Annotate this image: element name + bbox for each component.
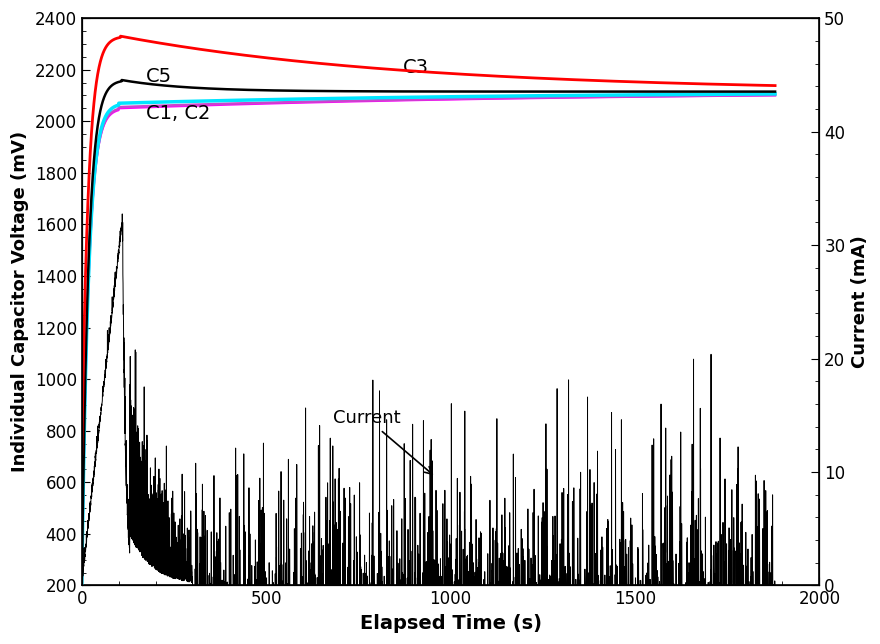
Text: C1, C2: C1, C2 (146, 104, 210, 123)
Y-axis label: Individual Capacitor Voltage (mV): Individual Capacitor Voltage (mV) (11, 131, 29, 472)
Y-axis label: Current (mA): Current (mA) (851, 236, 869, 368)
Text: C5: C5 (146, 66, 172, 86)
Text: Current: Current (333, 409, 432, 474)
Text: C3: C3 (403, 57, 429, 77)
X-axis label: Elapsed Time (s): Elapsed Time (s) (360, 614, 541, 633)
